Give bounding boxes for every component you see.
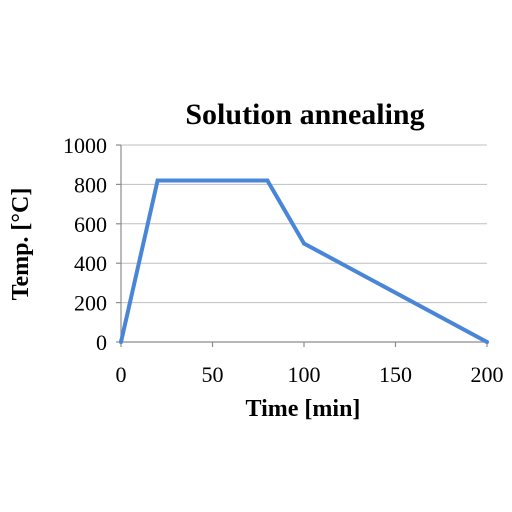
y-tick-labels: 0 200 400 600 800 1000: [63, 133, 107, 355]
y-tick-label-400: 400: [74, 251, 107, 276]
gridlines: [121, 144, 487, 304]
x-tick-label-0: 0: [116, 362, 127, 387]
data-point-0-4: [485, 340, 489, 344]
chart-title: Solution annealing: [185, 98, 424, 131]
series-group: [119, 178, 489, 344]
y-tick-label-0: 0: [96, 330, 107, 355]
series-line-0: [119, 178, 488, 344]
data-point-0-2: [265, 178, 270, 183]
data-point-0-3: [302, 241, 306, 246]
y-tick-label-1000: 1000: [63, 133, 107, 158]
y-axis-title: Temp. [°C]: [8, 188, 34, 301]
x-tick-labels: 0 50 100 150 200: [116, 362, 504, 387]
data-point-0-0: [119, 340, 123, 344]
axes: [116, 144, 488, 347]
x-tick-label-50: 50: [202, 362, 224, 387]
x-axis-title: Time [min]: [246, 396, 361, 422]
y-tick-label-200: 200: [74, 291, 107, 316]
x-tick-label-100: 100: [288, 362, 321, 387]
y-tick-label-600: 600: [74, 212, 107, 237]
x-tick-label-150: 150: [379, 362, 412, 387]
data-point-0-1: [155, 178, 160, 183]
y-tick-label-800: 800: [74, 172, 107, 197]
x-tick-label-200: 200: [471, 362, 504, 387]
